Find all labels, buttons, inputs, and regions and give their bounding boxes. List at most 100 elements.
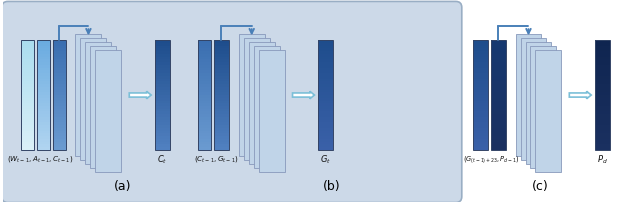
Bar: [473, 95, 488, 98]
Bar: [52, 100, 65, 103]
Bar: [319, 95, 333, 98]
Bar: [319, 114, 333, 117]
Bar: [198, 103, 211, 106]
Bar: [52, 92, 65, 95]
Bar: [595, 141, 610, 144]
Text: $G_t$: $G_t$: [321, 154, 332, 166]
Bar: [214, 95, 229, 98]
Bar: [491, 89, 506, 92]
Bar: [155, 56, 170, 59]
Bar: [595, 125, 610, 128]
Bar: [155, 59, 170, 62]
Bar: [319, 108, 333, 112]
Bar: [20, 73, 34, 76]
Bar: [36, 133, 50, 136]
Bar: [473, 59, 488, 62]
Bar: [473, 84, 488, 87]
Bar: [595, 54, 610, 57]
Bar: [214, 42, 229, 46]
Bar: [36, 56, 50, 59]
Bar: [81, 38, 106, 160]
Bar: [214, 40, 229, 43]
Bar: [198, 138, 211, 142]
Bar: [595, 84, 610, 87]
Bar: [214, 92, 229, 95]
Bar: [155, 95, 170, 98]
Bar: [473, 40, 488, 150]
Bar: [491, 95, 506, 98]
Bar: [595, 111, 610, 114]
Bar: [319, 146, 333, 150]
Bar: [214, 116, 229, 120]
Bar: [155, 103, 170, 106]
Bar: [198, 100, 211, 103]
Bar: [36, 119, 50, 122]
Bar: [198, 105, 211, 109]
Bar: [491, 144, 506, 147]
Bar: [198, 45, 211, 48]
Text: (a): (a): [113, 180, 131, 193]
Bar: [198, 97, 211, 101]
Bar: [473, 51, 488, 54]
Bar: [36, 95, 50, 98]
Bar: [52, 108, 65, 112]
Bar: [531, 46, 556, 168]
Bar: [20, 100, 34, 103]
Bar: [595, 144, 610, 147]
Bar: [155, 97, 170, 101]
Bar: [36, 45, 50, 48]
Bar: [319, 81, 333, 84]
Bar: [214, 100, 229, 103]
Bar: [319, 75, 333, 79]
Bar: [20, 92, 34, 95]
Bar: [491, 64, 506, 68]
Bar: [239, 34, 265, 156]
Bar: [319, 127, 333, 131]
Bar: [155, 133, 170, 136]
Bar: [319, 103, 333, 106]
Bar: [214, 130, 229, 133]
Bar: [491, 78, 506, 81]
Bar: [595, 114, 610, 117]
Bar: [52, 40, 65, 150]
Bar: [20, 51, 34, 54]
Bar: [473, 136, 488, 139]
Bar: [198, 48, 211, 51]
Bar: [595, 45, 610, 48]
Bar: [36, 108, 50, 112]
Bar: [20, 48, 34, 51]
Bar: [20, 67, 34, 70]
Bar: [473, 105, 488, 109]
Bar: [473, 111, 488, 114]
Bar: [20, 122, 34, 125]
Bar: [473, 73, 488, 76]
Bar: [214, 64, 229, 68]
Bar: [52, 116, 65, 120]
Bar: [20, 146, 34, 150]
Bar: [198, 114, 211, 117]
Bar: [52, 103, 65, 106]
Bar: [214, 105, 229, 109]
Bar: [473, 138, 488, 142]
Bar: [198, 111, 211, 114]
Bar: [491, 141, 506, 144]
Bar: [155, 73, 170, 76]
Bar: [214, 73, 229, 76]
Bar: [52, 59, 65, 62]
Bar: [20, 105, 34, 109]
Bar: [36, 122, 50, 125]
Bar: [595, 146, 610, 150]
Bar: [491, 86, 506, 89]
Bar: [473, 103, 488, 106]
Bar: [214, 125, 229, 128]
Bar: [595, 59, 610, 62]
Bar: [214, 89, 229, 92]
Bar: [36, 67, 50, 70]
Bar: [319, 144, 333, 147]
Bar: [155, 40, 170, 150]
Bar: [491, 67, 506, 70]
Bar: [36, 86, 50, 89]
Bar: [36, 54, 50, 57]
Bar: [319, 51, 333, 54]
Bar: [52, 144, 65, 147]
